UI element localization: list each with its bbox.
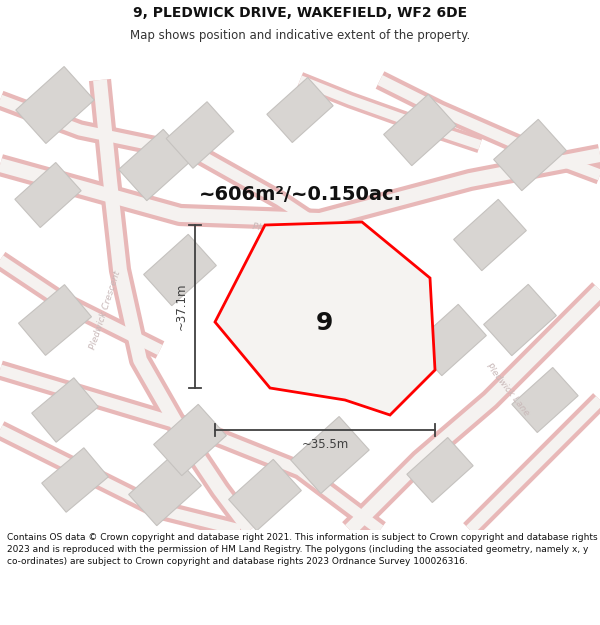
Text: ~606m²/~0.150ac.: ~606m²/~0.150ac. — [199, 186, 401, 204]
Polygon shape — [143, 234, 217, 306]
Polygon shape — [42, 448, 108, 512]
Polygon shape — [15, 162, 81, 228]
Text: 9: 9 — [316, 311, 332, 334]
Polygon shape — [19, 284, 91, 356]
Polygon shape — [383, 94, 457, 166]
Polygon shape — [166, 102, 234, 168]
Polygon shape — [484, 284, 556, 356]
Polygon shape — [16, 66, 94, 144]
Text: Contains OS data © Crown copyright and database right 2021. This information is : Contains OS data © Crown copyright and d… — [7, 533, 598, 566]
Polygon shape — [229, 459, 301, 531]
Polygon shape — [267, 78, 333, 142]
Polygon shape — [154, 404, 226, 476]
Polygon shape — [119, 129, 191, 201]
Polygon shape — [215, 222, 435, 415]
Polygon shape — [291, 416, 369, 494]
Polygon shape — [413, 304, 487, 376]
Polygon shape — [331, 251, 409, 329]
Text: Pledwick Crescent: Pledwick Crescent — [88, 269, 122, 351]
Polygon shape — [494, 119, 566, 191]
Polygon shape — [512, 368, 578, 432]
Text: ~35.5m: ~35.5m — [301, 438, 349, 451]
Text: 9, PLEDWICK DRIVE, WAKEFIELD, WF2 6DE: 9, PLEDWICK DRIVE, WAKEFIELD, WF2 6DE — [133, 6, 467, 19]
Text: Map shows position and indicative extent of the property.: Map shows position and indicative extent… — [130, 29, 470, 42]
Polygon shape — [407, 438, 473, 503]
Polygon shape — [128, 454, 202, 526]
Text: ~37.1m: ~37.1m — [175, 282, 187, 330]
Text: Pledwick Drive: Pledwick Drive — [251, 222, 319, 242]
Polygon shape — [454, 199, 526, 271]
Text: Pledwick Lane: Pledwick Lane — [485, 362, 531, 418]
Polygon shape — [32, 378, 98, 442]
